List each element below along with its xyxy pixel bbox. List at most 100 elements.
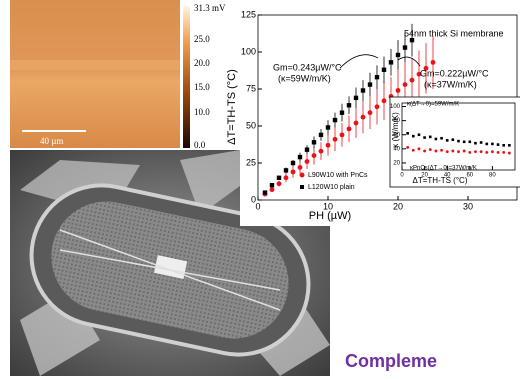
data-point [409, 37, 415, 43]
data-point [417, 147, 421, 151]
data-point [434, 137, 438, 141]
x-tick-label: 20 [393, 202, 403, 212]
data-point [457, 150, 460, 154]
legend-label: L120W10 plain [308, 184, 355, 191]
data-point [474, 150, 477, 154]
y-tick-label: 125 [241, 9, 256, 19]
afm-map [10, 0, 180, 148]
data-point [440, 148, 443, 152]
data-point [339, 132, 345, 138]
data-point [468, 140, 472, 144]
data-point [423, 65, 429, 71]
annotation: Gm=0.222µW/°C [420, 68, 489, 78]
y-tick-label: 75 [246, 83, 256, 93]
data-point [346, 103, 352, 108]
x-tick-label: 30 [463, 202, 473, 212]
afm-image: 40 µm [10, 0, 190, 148]
data-point [311, 140, 317, 145]
data-point [388, 60, 394, 65]
data-point [318, 148, 324, 154]
data-point [290, 160, 296, 166]
data-point [434, 149, 438, 153]
y-tick-label: 20 [393, 161, 400, 167]
data-point [411, 148, 415, 152]
x-tick-label: 60 [466, 172, 473, 178]
data-point [297, 165, 303, 170]
data-point [462, 140, 466, 144]
x-axis-label: ΔT=TH-TS (°C) [413, 176, 468, 185]
data-point [353, 120, 359, 126]
data-point [374, 104, 380, 110]
annotation: (κ=59W/m/K) [278, 73, 331, 83]
y-axis-label: κ (W/m/K) [391, 112, 400, 148]
chart: 0 10 20 30 0 25 50 75 100 125 PH (µW) ΔT=TH-TS (°C)… [226, 9, 518, 222]
data-point [367, 110, 373, 116]
data-point [325, 142, 331, 148]
data-point [468, 150, 472, 154]
colorbar-label: 20.0 [194, 58, 210, 68]
annotation: κ(ΔT→0)=59W/m/K [407, 102, 459, 108]
data-point [360, 88, 366, 93]
sem-image [10, 150, 330, 376]
y-tick-label: 60 [393, 132, 400, 138]
colorbar-label: 31.3 mV [194, 3, 226, 13]
data-point [276, 181, 282, 187]
data-point [479, 150, 483, 154]
data-point [423, 149, 427, 153]
footer-text: Compleme [345, 351, 437, 371]
y-axis-label: ΔT=TH-TS (°C) [226, 69, 238, 145]
afm-band [10, 60, 180, 70]
data-point [462, 149, 466, 153]
colorbar-label: 25.0 [194, 34, 210, 44]
annotation-arrow [339, 54, 379, 69]
data-point [496, 150, 500, 154]
data-point [311, 153, 317, 159]
annotation: (κ=37W/m/K) [424, 79, 477, 89]
colorbar-label: 0.0 [194, 140, 206, 150]
data-point [485, 150, 489, 154]
data-point [416, 71, 422, 77]
data-point [318, 132, 324, 138]
legend-marker [300, 185, 304, 189]
data-point [381, 67, 387, 72]
data-point [374, 74, 380, 80]
data-point [360, 114, 366, 120]
data-point [430, 59, 436, 65]
y-tick-label: 40 [393, 146, 400, 152]
y-tick-label: 50 [246, 120, 256, 130]
data-point [353, 95, 359, 101]
data-point [402, 45, 408, 50]
data-point [440, 136, 443, 140]
data-point [474, 141, 477, 145]
data-point [332, 136, 338, 142]
data-point [304, 147, 310, 152]
data-point [297, 154, 303, 160]
x-tick-label: 20 [421, 172, 428, 178]
data-point [502, 144, 505, 147]
data-point [339, 110, 345, 115]
annotation: Gm=0.243µW/°C [273, 62, 342, 72]
data-point [395, 52, 401, 58]
scale-label: 40 µm [40, 136, 63, 146]
x-tick-label: 80 [489, 172, 496, 178]
data-point [367, 82, 373, 87]
data-point [332, 117, 338, 123]
y-tick-label: 80 [393, 118, 400, 124]
x-tick-label: 0 [255, 202, 260, 212]
data-point [445, 150, 449, 154]
data-point [490, 150, 494, 154]
legend-marker [299, 172, 305, 178]
data-point [502, 150, 506, 154]
x-tick-label: 0 [400, 172, 404, 178]
annotation: κPnCs(ΔT→0)=37W/m/K [410, 166, 477, 172]
y-tick-label: 0 [251, 194, 256, 204]
data-point [283, 175, 289, 181]
y-tick-label: 100 [241, 46, 256, 56]
plot-frame [401, 102, 516, 171]
data-point [269, 183, 275, 188]
data-point [417, 133, 421, 137]
data-point [457, 139, 460, 143]
lead [180, 150, 255, 215]
data-point [325, 125, 331, 130]
